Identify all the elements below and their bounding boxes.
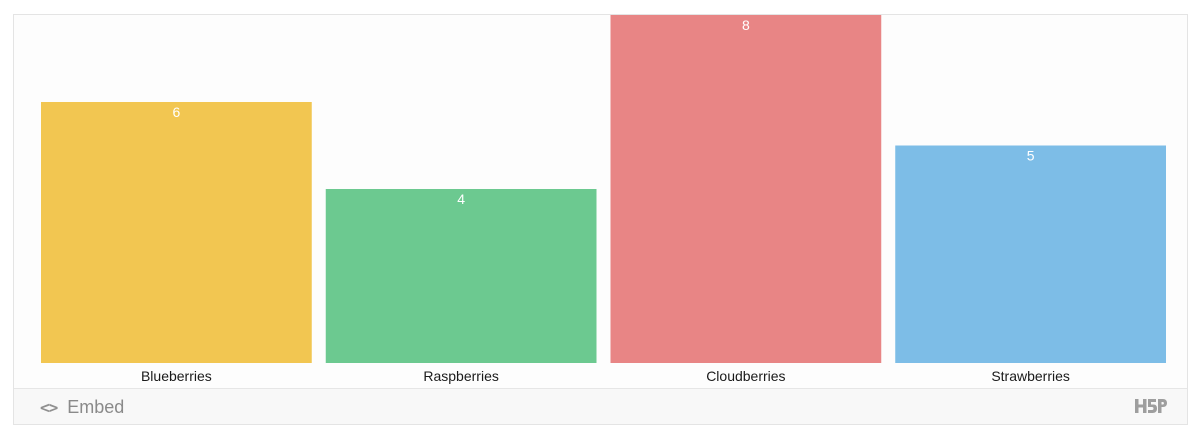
bar-chart: 6 Blueberries 4 Raspberries 8 Cloudberries 5 St…: [14, 15, 1187, 390]
bar-blueberries: [41, 102, 312, 363]
bar-strawberries: [895, 145, 1166, 363]
embed-button[interactable]: <> Embed: [40, 396, 124, 418]
data-label-strawberries: 5: [1027, 148, 1035, 164]
data-label-blueberries: 6: [172, 104, 180, 120]
category-label-cloudberries: Cloudberries: [706, 368, 785, 384]
category-label-raspberries: Raspberries: [423, 368, 498, 384]
h5p-actions-bar: <> Embed: [14, 388, 1187, 424]
h5p-logo[interactable]: [1135, 398, 1167, 419]
code-icon: <>: [40, 397, 58, 417]
h5p-chart-container: 6 Blueberries 4 Raspberries 8 Cloudberries 5 St…: [13, 14, 1188, 425]
embed-label: Embed: [67, 396, 125, 417]
bar-cloudberries: [610, 15, 882, 363]
category-label-strawberries: Strawberries: [991, 368, 1070, 384]
category-label-blueberries: Blueberries: [141, 368, 212, 384]
data-label-raspberries: 4: [457, 191, 465, 207]
bar-raspberries: [325, 189, 597, 363]
h5p-logo-icon: [1135, 399, 1167, 413]
data-label-cloudberries: 8: [742, 17, 750, 33]
bar-chart-svg: 6 Blueberries 4 Raspberries 8 Cloudberries 5 St…: [41, 15, 1166, 384]
